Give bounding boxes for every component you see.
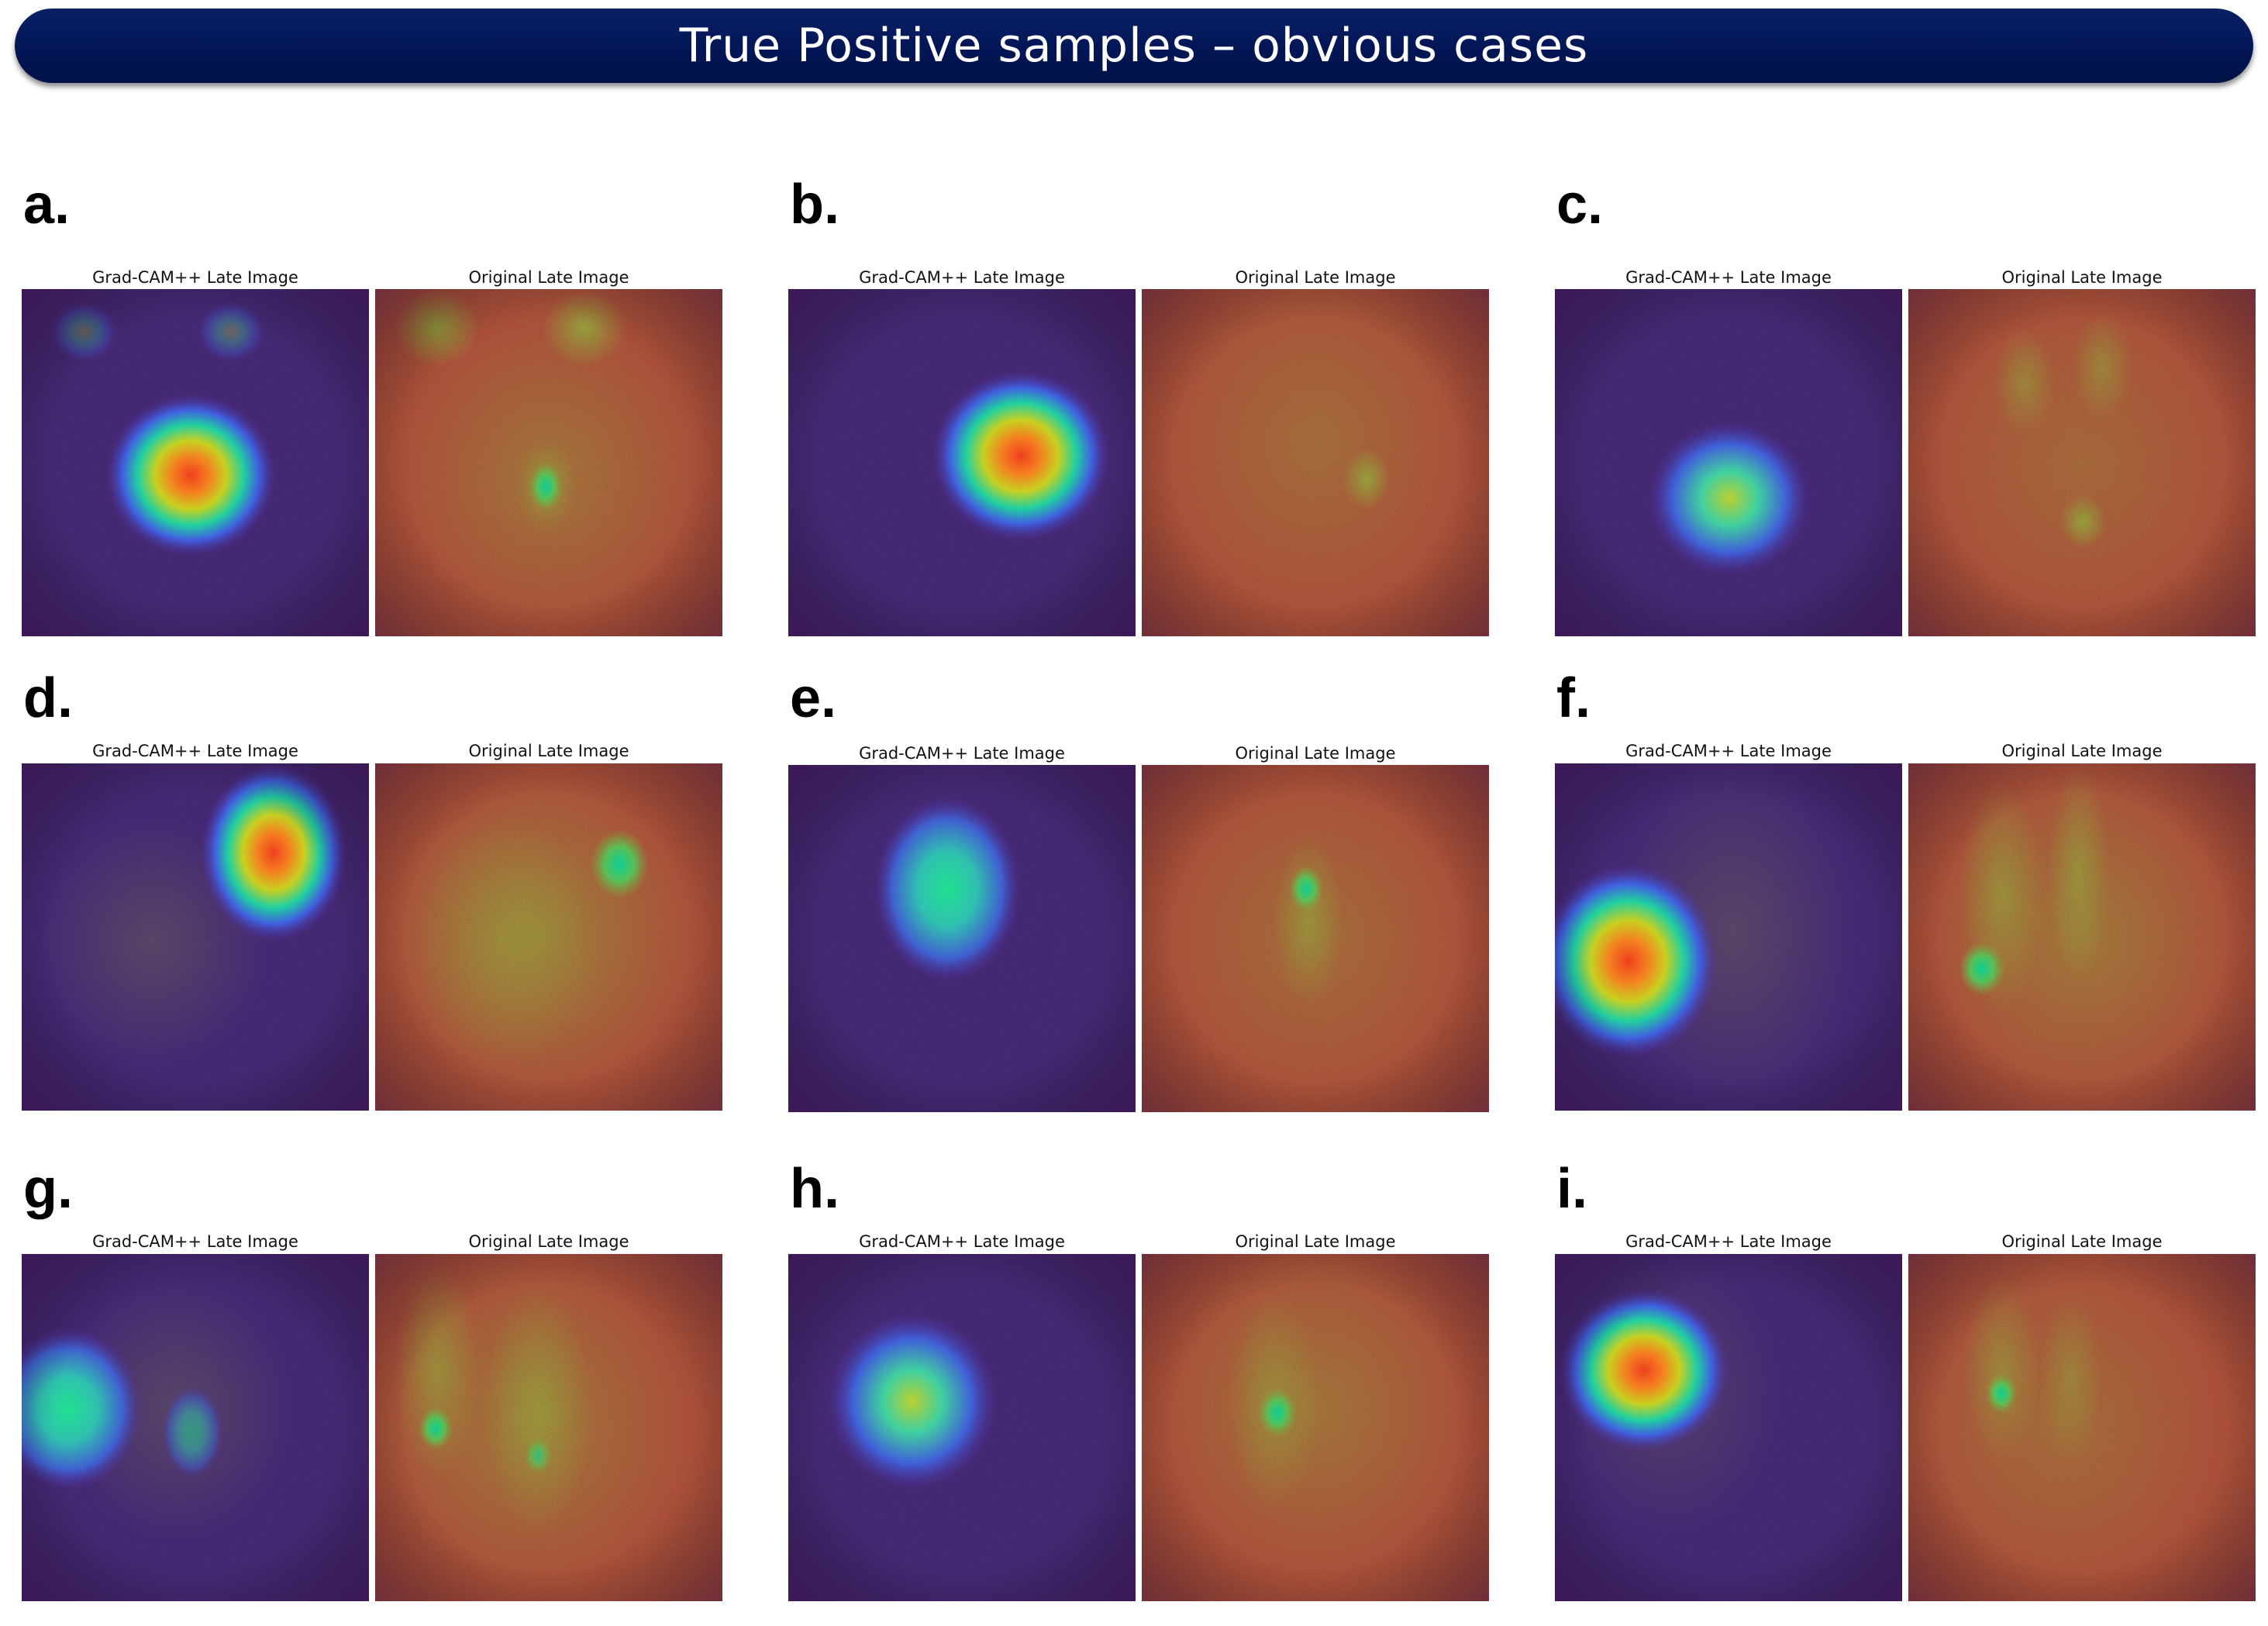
panel-i: i. Grad-CAM++ Late Image Original Late I… [1549,1158,2256,1626]
original-late-image [1142,289,1489,636]
gradcam-caption: Grad-CAM++ Late Image [1625,268,1832,287]
original-late-image [1142,1254,1489,1601]
original-caption: Original Late Image [2001,742,2163,760]
original-late-image [1142,765,1489,1112]
gradcam-caption: Grad-CAM++ Late Image [92,268,298,287]
panel-letter: e. [790,667,837,729]
original-late-image [1908,763,2256,1111]
original-late-image [375,763,722,1111]
panel-letter: d. [23,667,73,729]
original-late-image [375,1254,722,1601]
panel-letter: a. [23,174,71,236]
original-late-image [375,289,722,636]
panel-letter: f. [1556,667,1591,729]
panel-letter: b. [790,174,839,236]
panel-letter: c. [1556,174,1604,236]
gradcam-heatmap-image [22,1254,369,1601]
panel-letter: h. [790,1158,839,1220]
original-caption: Original Late Image [2001,1232,2163,1251]
panel-g: g. Grad-CAM++ Late Image Original Late I… [16,1158,722,1626]
panel-letter: g. [23,1158,73,1220]
panel-h: h. Grad-CAM++ Late Image Original Late I… [782,1158,1489,1626]
original-caption: Original Late Image [1235,268,1396,287]
gradcam-caption: Grad-CAM++ Late Image [1625,742,1832,760]
gradcam-heatmap-image [22,289,369,636]
panel-letter: i. [1556,1158,1588,1220]
panel-a: a. Grad-CAM++ Late Image Original Late I… [16,174,722,642]
original-caption: Original Late Image [468,742,629,760]
panel-e: e. Grad-CAM++ Late Image Original Late I… [782,667,1489,1135]
page-title: True Positive samples – obvious cases [679,19,1589,73]
panel-f: f. Grad-CAM++ Late Image Original Late I… [1549,667,2256,1135]
gradcam-caption: Grad-CAM++ Late Image [1625,1232,1832,1251]
gradcam-heatmap-image [1555,763,1902,1111]
gradcam-heatmap-image [788,1254,1136,1601]
original-late-image [1908,1254,2256,1601]
gradcam-caption: Grad-CAM++ Late Image [92,742,298,760]
gradcam-heatmap-image [1555,289,1902,636]
original-caption: Original Late Image [468,1232,629,1251]
panel-d: d. Grad-CAM++ Late Image Original Late I… [16,667,722,1135]
panel-c: c. Grad-CAM++ Late Image Original Late I… [1549,174,2256,642]
original-late-image [1908,289,2256,636]
original-caption: Original Late Image [1235,1232,1396,1251]
gradcam-caption: Grad-CAM++ Late Image [859,744,1065,763]
original-caption: Original Late Image [2001,268,2163,287]
gradcam-caption: Grad-CAM++ Late Image [92,1232,298,1251]
gradcam-caption: Grad-CAM++ Late Image [859,1232,1065,1251]
original-caption: Original Late Image [1235,744,1396,763]
original-caption: Original Late Image [468,268,629,287]
gradcam-heatmap-image [1555,1254,1902,1601]
gradcam-heatmap-image [788,765,1136,1112]
title-banner: True Positive samples – obvious cases [15,9,2253,83]
gradcam-heatmap-image [788,289,1136,636]
panel-b: b. Grad-CAM++ Late Image Original Late I… [782,174,1489,642]
gradcam-caption: Grad-CAM++ Late Image [859,268,1065,287]
gradcam-heatmap-image [22,763,369,1111]
